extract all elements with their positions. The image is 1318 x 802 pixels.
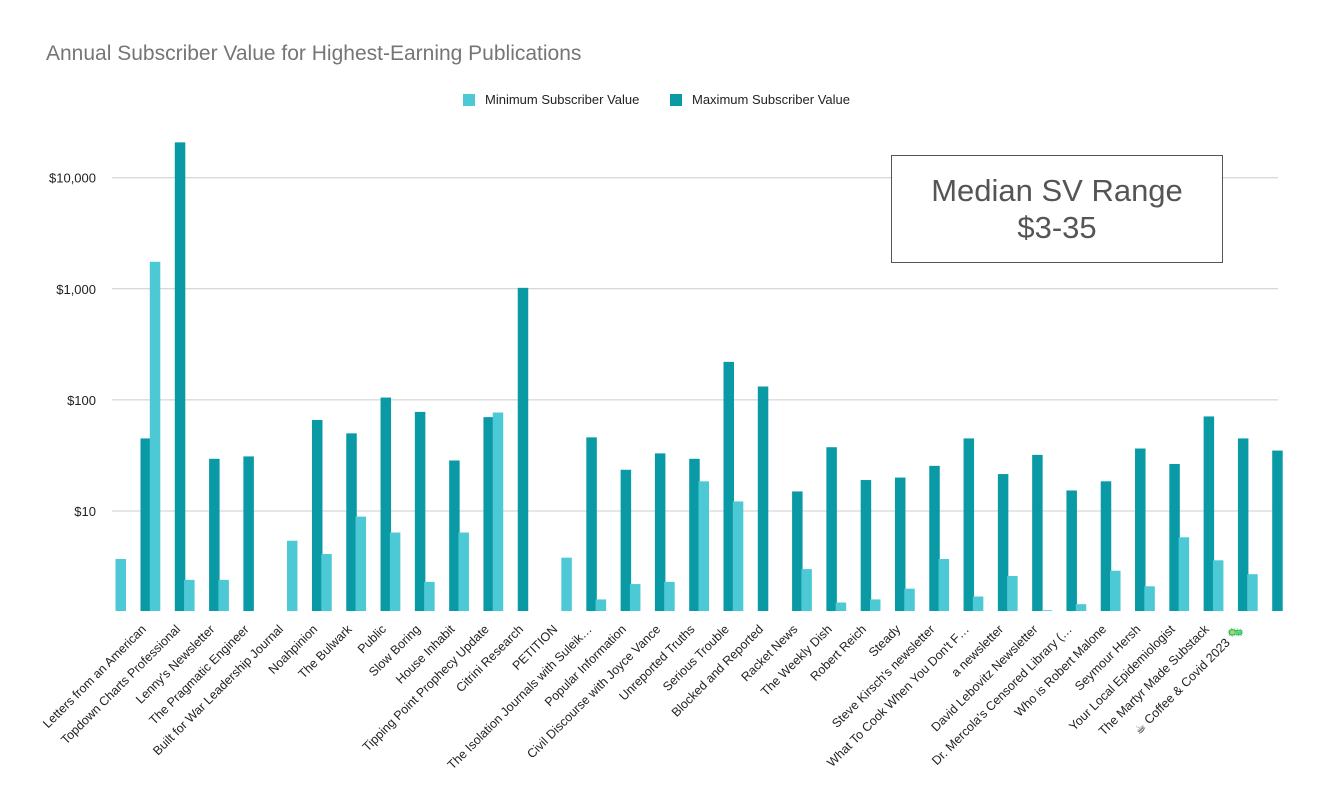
bar-max-value[interactable] (654, 453, 666, 611)
bar-min-value[interactable] (1110, 570, 1121, 611)
bar-min-value[interactable] (595, 599, 607, 611)
bar-max-value[interactable] (517, 287, 529, 611)
legend-label-min: Minimum Subscriber Value (485, 92, 640, 107)
legend-item-min[interactable]: Minimum Subscriber Value (463, 92, 639, 107)
bar-max-value[interactable] (723, 361, 735, 611)
bar-min-value[interactable] (1041, 610, 1052, 611)
annotation-line2: $3-35 (1017, 210, 1097, 245)
bar-min-value[interactable] (1178, 537, 1190, 611)
bar-max-value[interactable] (860, 480, 872, 611)
bar-min-value[interactable] (904, 588, 915, 611)
bar-min-value[interactable] (184, 579, 195, 611)
bar-min-value[interactable] (149, 261, 161, 611)
bars (115, 142, 1283, 611)
bar-max-value[interactable] (1100, 481, 1112, 611)
bar-min-value[interactable] (972, 596, 984, 611)
legend-swatch-max (670, 93, 682, 106)
bar-max-value[interactable] (1203, 416, 1215, 611)
legend: Minimum Subscriber Value Maximum Subscri… (0, 92, 1318, 112)
bar-max-value[interactable] (140, 438, 152, 611)
bar-min-value[interactable] (458, 532, 469, 611)
bar-max-value[interactable] (1032, 454, 1043, 611)
bar-max-value[interactable] (346, 433, 357, 611)
bar-min-value[interactable] (561, 557, 572, 611)
y-axis-ticks: $10 $100 $1,000 $10,000 (49, 171, 96, 519)
bar-min-value[interactable] (664, 581, 675, 611)
chart-title: Annual Subscriber Value for Highest-Earn… (46, 42, 582, 65)
bar-max-value[interactable] (449, 460, 460, 611)
bar-max-value[interactable] (929, 465, 940, 611)
bar-max-value[interactable] (963, 438, 975, 611)
bar-min-value[interactable] (801, 569, 812, 611)
bar-max-value[interactable] (380, 397, 392, 611)
y-tick-label: $1,000 (56, 282, 96, 297)
bar-min-value[interactable] (869, 599, 881, 611)
legend-swatch-min (463, 93, 475, 106)
bar-max-value[interactable] (209, 458, 220, 611)
legend-label-max: Maximum Subscriber Value (692, 92, 850, 107)
bar-max-value[interactable] (311, 419, 323, 611)
bar-max-value[interactable] (1169, 463, 1180, 611)
y-tick-label: $10,000 (49, 171, 96, 186)
bar-max-value[interactable] (620, 469, 632, 611)
y-tick-label: $100 (67, 393, 96, 408)
bar-min-value[interactable] (424, 581, 435, 611)
annotation-box: Median SV Range $3-35 (891, 155, 1223, 263)
bar-min-value[interactable] (389, 532, 401, 611)
bar-min-value[interactable] (1247, 574, 1258, 611)
annotation-line1: Median SV Range (931, 173, 1183, 208)
bar-min-value[interactable] (1144, 586, 1155, 611)
bar-max-value[interactable] (894, 477, 906, 611)
bar-min-value[interactable] (492, 412, 504, 611)
bar-max-value[interactable] (1272, 450, 1283, 611)
bar-min-value[interactable] (732, 501, 744, 611)
bar-min-value[interactable] (629, 584, 641, 611)
bar-min-value[interactable] (1075, 604, 1087, 611)
bar-max-value[interactable] (1066, 490, 1077, 611)
bar-min-value[interactable] (938, 558, 950, 611)
bar-min-value[interactable] (115, 558, 127, 611)
bar-max-value[interactable] (1135, 448, 1146, 611)
y-tick-label: $10 (74, 504, 96, 519)
bar-max-value[interactable] (243, 456, 254, 611)
bar-max-value[interactable] (689, 458, 700, 611)
bar-max-value[interactable] (586, 437, 597, 611)
bar-min-value[interactable] (835, 602, 847, 611)
bar-min-value[interactable] (1007, 575, 1018, 611)
legend-item-max[interactable]: Maximum Subscriber Value (670, 92, 850, 107)
bar-min-value[interactable] (698, 481, 710, 611)
bar-max-value[interactable] (997, 474, 1009, 611)
bar-min-value[interactable] (1212, 560, 1224, 611)
bar-max-value[interactable] (483, 417, 494, 611)
bar-min-value[interactable] (355, 516, 367, 611)
bar-max-value[interactable] (1237, 438, 1249, 611)
bar-min-value[interactable] (321, 554, 332, 611)
bar-max-value[interactable] (414, 411, 426, 611)
bar-min-value[interactable] (286, 540, 298, 611)
bar-max-value[interactable] (792, 491, 803, 611)
bar-max-value[interactable] (757, 386, 769, 611)
bar-max-value[interactable] (174, 142, 186, 611)
bar-min-value[interactable] (218, 579, 229, 611)
bar-max-value[interactable] (826, 447, 837, 611)
